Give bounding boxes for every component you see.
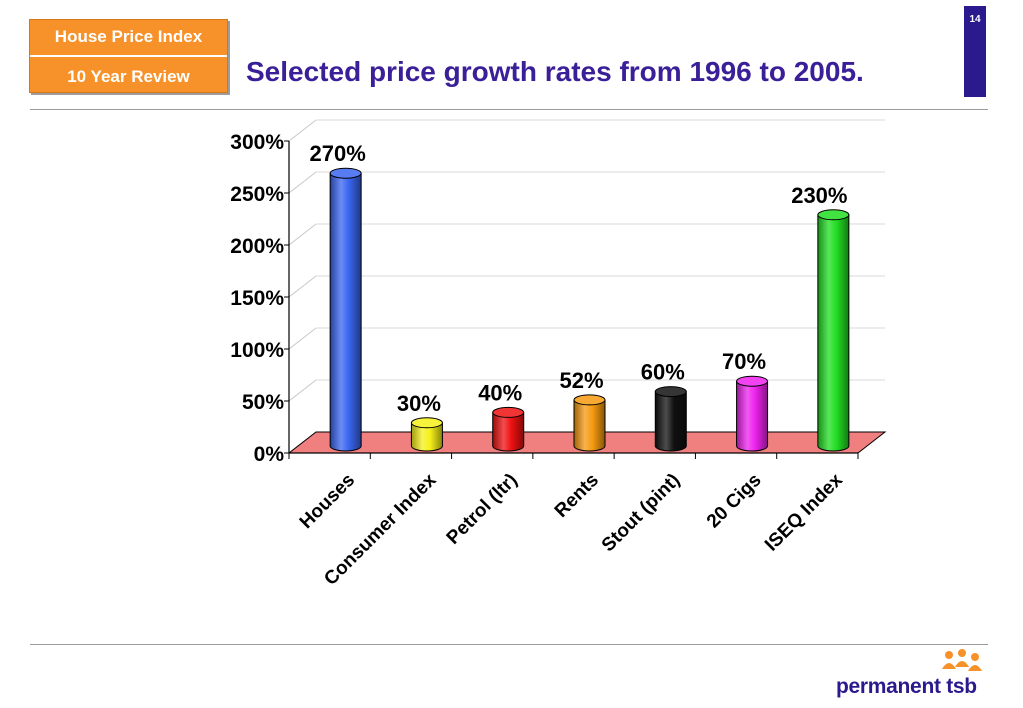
bar-top-5 [736,375,769,387]
header-divider [30,109,988,110]
grid-depth-line [288,327,317,350]
house-price-index-badge: House Price Index 10 Year Review [29,19,228,93]
bar-3 [573,399,606,452]
data-label: 230% [791,183,847,208]
bar-chart: 0%50%100%150%200%250%300% 270%Houses30%Co… [230,119,887,590]
y-tick-label: 0% [254,443,285,466]
bar-4 [654,391,687,452]
x-tick-label: Stout (pint) [598,470,684,556]
badge-title: House Price Index [54,27,203,46]
data-label: 60% [641,360,685,385]
y-tick-label: 150% [230,287,284,310]
x-tick-label: 20 Cigs [703,470,766,533]
page-number: 14 [969,14,981,25]
y-tick-label: 50% [242,391,284,414]
y-tick-label: 250% [230,183,284,206]
x-tick-label: Petrol (ltr) [443,470,522,549]
bar-top-4 [654,386,687,398]
badge-divider [30,55,227,57]
data-label: 40% [478,380,522,405]
bar-top-0 [329,167,362,179]
x-tick-label: Rents [551,470,603,522]
bar-1 [410,422,443,452]
page-number-box: 14 [964,6,986,97]
grid-depth-line [288,223,317,246]
bar-top-6 [817,209,850,221]
grid-depth-line [288,379,317,402]
logo-figures-icon [942,649,982,671]
logo-wordmark: permanent tsb [836,675,977,698]
bar-0 [329,172,362,452]
bar-top-2 [492,406,525,418]
data-label: 30% [397,391,441,416]
data-label: 52% [559,368,603,393]
permanent-tsb-logo: permanent tsb [836,649,988,705]
data-label: 270% [310,141,366,166]
y-tick-label: 300% [230,131,284,154]
y-tick-label: 100% [230,339,284,362]
bar-2 [492,411,525,452]
x-tick-label: ISEQ Index [761,469,847,555]
footer-divider [30,644,988,645]
bar-top-1 [410,417,443,429]
bar-top-3 [573,394,606,406]
badge-subtitle: 10 Year Review [67,67,190,86]
grid-depth-line [288,171,317,194]
page-title: Selected price growth rates from 1996 to… [246,56,864,87]
bar-5 [736,380,769,452]
y-tick-label: 200% [230,235,284,258]
bar-6 [817,214,850,452]
grid-depth-line [288,119,317,142]
data-label: 70% [722,349,766,374]
grid-depth-line [288,275,317,298]
x-tick-label: Houses [296,470,359,533]
